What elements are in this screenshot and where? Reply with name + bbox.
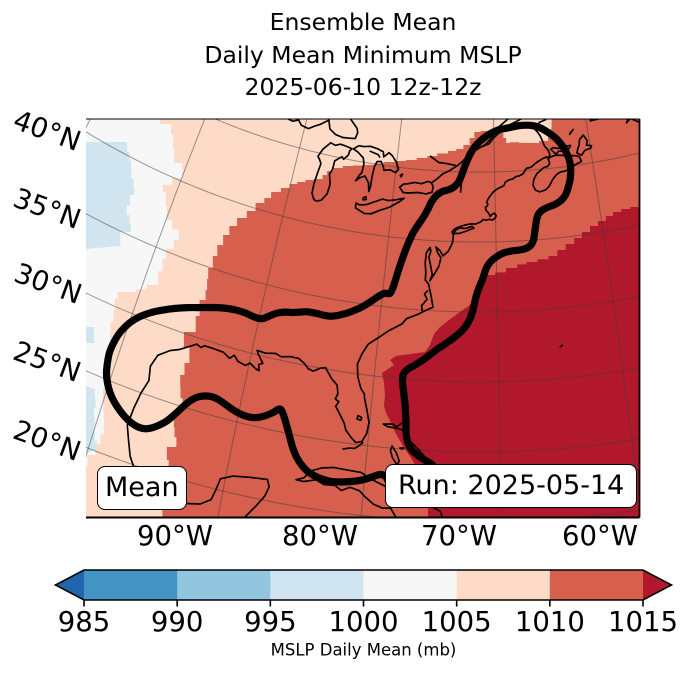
coastline-path <box>576 134 593 157</box>
title-line-3: 2025-06-10 12z-12z <box>244 73 482 101</box>
ensemble-mean-contour <box>102 121 575 495</box>
colorbar-segment <box>84 570 178 600</box>
gridline-parallel-45 <box>214 119 640 173</box>
colorbar-tick-label: 995 <box>244 606 297 638</box>
gridline-meridian--100 <box>86 119 206 458</box>
colorbar-segment <box>456 570 551 600</box>
fill-region->1015 <box>382 206 640 518</box>
colorbar-segment <box>177 570 271 600</box>
gridline-parallel-25 <box>86 370 640 453</box>
mean-annotation-text: Mean <box>105 472 179 503</box>
run-date-annotation-box: Run: 2025-05-14 <box>385 464 638 508</box>
colorbar-segment <box>270 570 364 600</box>
colorbar-axis-label: MSLP Daily Mean (mb) <box>270 640 457 660</box>
gridline-meridian--80 <box>360 119 403 518</box>
coastline-path <box>286 119 359 140</box>
colorbar-tick-label: 1015 <box>608 606 678 638</box>
coastline-path <box>549 144 572 156</box>
gridline-meridian--60 <box>585 119 640 505</box>
coastline-path <box>362 195 367 201</box>
gridline-parallel-35 <box>86 213 640 313</box>
colorbar-tick-label: 985 <box>57 606 111 638</box>
lon-tick-label: 60°W <box>562 520 638 552</box>
coastline-path <box>356 414 363 422</box>
title-line-1: Ensemble Mean <box>269 8 457 36</box>
coastline-path <box>352 144 400 193</box>
fill-region-995-1000 <box>86 386 97 453</box>
figure-title: Ensemble Mean Daily Mean Minimum MSLP 20… <box>86 6 640 104</box>
coastline-path <box>568 128 575 136</box>
colorbar-tick-label: 1000 <box>328 606 399 638</box>
gridline-parallel-20 <box>86 446 640 518</box>
coastline-path <box>342 441 364 450</box>
gridline-parallel-40 <box>86 131 640 243</box>
run-date-annotation-text: Run: 2025-05-14 <box>398 470 625 501</box>
coastline-path <box>429 155 457 167</box>
colorbar-tick-label: 990 <box>150 606 204 638</box>
lon-tick-label: 70°W <box>421 520 497 552</box>
colorbar-tick-label: 1005 <box>421 606 492 638</box>
coastline-path <box>354 197 405 215</box>
colorbar-under-arrow <box>55 570 84 600</box>
coastline-path <box>452 225 475 235</box>
coastline-path <box>369 150 381 158</box>
lon-tick-label: 80°W <box>282 520 358 552</box>
coastline-path <box>589 119 640 124</box>
coastline-path <box>399 173 404 178</box>
coastline-path <box>398 180 434 195</box>
colorbar-segment <box>549 570 644 600</box>
mean-annotation-box: Mean <box>97 466 187 510</box>
coastline-path <box>559 344 564 348</box>
coastline-path <box>126 119 583 518</box>
gridline-meridian--90 <box>217 119 308 518</box>
colorbar-over-arrow <box>643 570 672 600</box>
lon-tick-label: 90°W <box>137 520 213 552</box>
fill-region-1005-1010 <box>86 119 552 518</box>
coastline-path <box>420 289 429 312</box>
colorbar-segment <box>363 570 458 600</box>
gridline-meridian--70 <box>492 119 502 518</box>
fill-region-995-1000 <box>86 142 135 249</box>
coastline-path <box>311 141 353 202</box>
gridline-parallel-30 <box>86 292 640 383</box>
fill-region-995-1000 <box>86 327 94 343</box>
title-line-2: Daily Mean Minimum MSLP <box>204 40 522 69</box>
coastline-path <box>399 447 405 450</box>
colorbar-tick-label: 1010 <box>514 606 585 638</box>
